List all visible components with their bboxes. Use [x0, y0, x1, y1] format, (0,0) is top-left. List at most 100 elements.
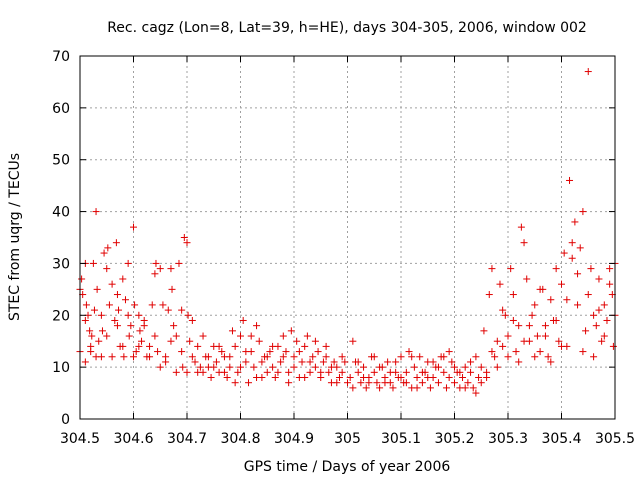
data-point — [344, 379, 351, 387]
data-point — [424, 374, 432, 382]
data-point — [266, 348, 274, 356]
data-point — [595, 275, 603, 283]
data-point — [558, 280, 565, 288]
data-point — [520, 337, 528, 345]
data-point — [178, 348, 186, 356]
data-point — [317, 368, 325, 376]
data-point — [279, 332, 287, 340]
data-point — [132, 348, 140, 356]
data-point — [156, 363, 164, 371]
data-point — [113, 322, 121, 330]
data-point — [199, 368, 207, 376]
data-point — [576, 244, 584, 252]
data-point — [330, 358, 338, 366]
data-point — [119, 275, 127, 283]
data-point — [360, 363, 368, 371]
data-point — [493, 337, 501, 345]
data-point — [566, 176, 574, 184]
data-point — [386, 368, 394, 376]
data-point — [167, 337, 175, 345]
data-point — [429, 358, 437, 366]
data-point — [164, 306, 172, 314]
data-point — [104, 244, 112, 252]
data-point — [87, 342, 95, 350]
data-point — [598, 337, 606, 345]
data-point — [253, 374, 261, 382]
data-point — [488, 265, 496, 273]
data-point — [584, 291, 592, 299]
axis-ticks — [79, 55, 616, 420]
data-point — [357, 379, 365, 387]
data-point — [130, 353, 137, 361]
x-tick-label: 304.5 — [60, 431, 100, 447]
data-point — [188, 316, 196, 324]
data-point — [541, 332, 549, 340]
data-point — [338, 368, 346, 376]
x-tick-label: 305 — [334, 431, 361, 447]
data-point — [515, 322, 523, 330]
x-axis-label: GPS time / Days of year 2006 — [244, 459, 451, 475]
data-point — [186, 337, 194, 345]
data-point — [159, 301, 167, 309]
data-point — [242, 358, 250, 366]
data-point — [346, 374, 354, 382]
data-point — [574, 270, 582, 278]
data-point — [362, 384, 370, 392]
data-point — [90, 306, 98, 314]
data-point — [170, 322, 178, 330]
data-point — [172, 368, 180, 376]
data-point — [298, 358, 306, 366]
data-point — [154, 348, 162, 356]
data-point — [461, 363, 469, 371]
data-point — [376, 363, 384, 371]
data-point — [98, 327, 106, 335]
y-tick-label: 60 — [52, 101, 70, 117]
data-point — [442, 384, 450, 392]
data-point — [448, 358, 456, 366]
data-point — [306, 358, 314, 366]
data-point — [512, 348, 520, 356]
data-point — [263, 353, 271, 361]
data-point — [523, 275, 531, 283]
data-point — [568, 239, 576, 247]
data-point — [485, 291, 493, 299]
data-point — [108, 280, 116, 288]
data-point — [167, 265, 175, 273]
data-point — [253, 322, 261, 330]
data-point — [151, 332, 159, 340]
data-point — [290, 363, 298, 371]
data-point — [335, 374, 343, 382]
data-point — [520, 239, 528, 247]
data-point — [434, 379, 442, 387]
x-tick-label: 305.5 — [595, 431, 635, 447]
data-point — [488, 348, 496, 356]
data-point — [603, 316, 611, 324]
data-point — [314, 348, 322, 356]
data-point — [175, 259, 183, 267]
data-point — [517, 223, 525, 231]
data-point — [97, 311, 105, 319]
data-point — [290, 353, 298, 361]
data-point — [475, 374, 483, 382]
data-point — [333, 379, 341, 387]
data-point — [239, 316, 247, 324]
data-point — [491, 353, 499, 361]
data-point — [552, 316, 560, 324]
data-point — [410, 363, 418, 371]
data-point — [226, 353, 234, 361]
data-point — [215, 342, 223, 350]
data-point — [119, 342, 127, 350]
data-point — [100, 249, 108, 257]
x-tick-label: 305.4 — [541, 431, 581, 447]
data-point — [124, 311, 132, 319]
data-point — [88, 332, 96, 340]
data-point — [552, 265, 560, 273]
data-point — [138, 337, 146, 345]
data-point — [533, 332, 541, 340]
data-point — [301, 342, 309, 350]
data-point — [402, 379, 410, 387]
data-point — [237, 363, 244, 371]
data-point — [113, 291, 121, 299]
data-point — [301, 374, 309, 382]
data-point — [156, 265, 164, 273]
